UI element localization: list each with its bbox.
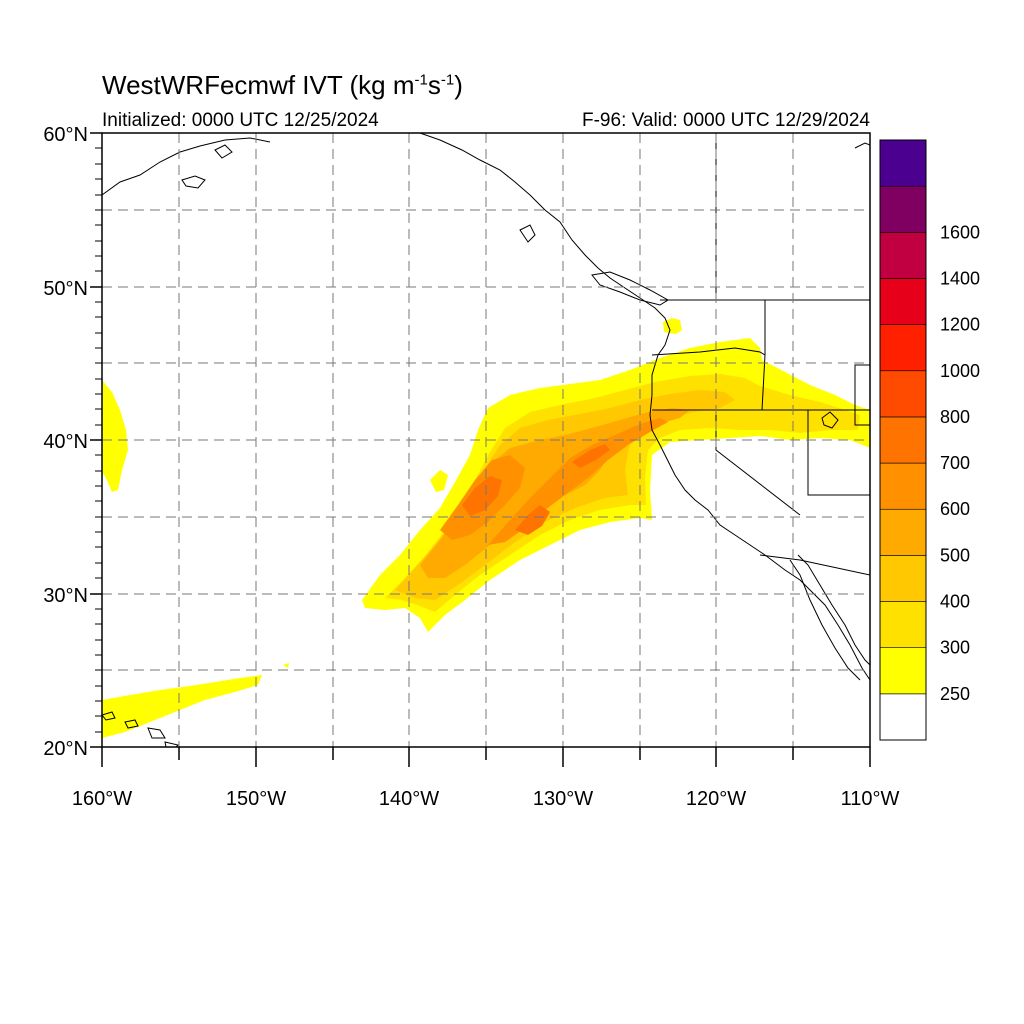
lon-labels: 160°W 150°W 140°W 130°W 120°W 110°W (72, 788, 900, 810)
colorbar-swatch (879, 232, 927, 279)
lat-labels: 60°N 50°N 40°N 30°N 20°N (43, 124, 88, 760)
baja-gulf-coast (789, 559, 861, 681)
hawaii-oahu (124, 719, 139, 729)
haida-gwaii (519, 224, 536, 243)
colorbar-label: 500 (940, 545, 970, 565)
hawaii-maui (147, 727, 166, 739)
lon-label-140: 140°W (379, 788, 439, 810)
lon-label-160: 160°W (72, 788, 132, 810)
hudson-bay-coast (854, 142, 870, 149)
colorbar-swatch (879, 601, 927, 648)
colorbar-label: 250 (940, 684, 970, 704)
colorbar-label: 600 (940, 499, 970, 519)
colorbar-frame (879, 139, 927, 741)
colorbar-label: 1600 (940, 222, 980, 242)
ivt-level-700 (462, 444, 610, 535)
colorbar-swatch (879, 139, 927, 187)
coastlines (102, 133, 870, 747)
hawaii-kauai (102, 711, 116, 721)
lon-label-150: 150°W (226, 788, 286, 810)
colorbar-label: 1000 (940, 361, 980, 381)
lon-label-120: 120°W (686, 788, 746, 810)
colorbar-swatch (879, 416, 927, 464)
nevada-utah-arizona-border (807, 410, 870, 496)
map-title: WestWRFecmwf IVT (kg m-1s-1) (102, 70, 463, 100)
colorbar-swatch (879, 370, 927, 418)
colorbar-swatch (879, 324, 927, 372)
colorbar-label: 1400 (940, 268, 980, 288)
hawaii-big-island (164, 741, 179, 747)
lon-label-130: 130°W (533, 788, 593, 810)
ivt-field (102, 318, 870, 738)
wyoming-border (854, 364, 870, 426)
init-time-label: Initialized: 0000 UTC 12/25/2024 (102, 110, 379, 131)
colorbar-label: 300 (940, 638, 970, 658)
colorbar: 250 300 400 500 600 700 800 1000 1200 1400 1600 (879, 139, 980, 741)
minor-ticks (95, 147, 102, 733)
colorbar-label: 700 (940, 453, 970, 473)
great-salt-lake (821, 411, 839, 429)
mexico-mainland-coast (797, 554, 870, 666)
alaska-peninsula-coast (102, 137, 271, 196)
colorbar-swatch (879, 185, 927, 233)
gridlines (102, 133, 870, 747)
colorbar-swatch (879, 462, 927, 510)
colorbar-swatch (879, 278, 927, 325)
lat-label-20: 20°N (43, 738, 88, 760)
colorbar-swatch (879, 647, 927, 695)
colorbar-swatch (879, 693, 927, 741)
lat-label-60: 60°N (43, 124, 88, 146)
lon-label-110: 110°W (841, 788, 900, 810)
lat-label-50: 50°N (43, 278, 88, 300)
major-ticks (90, 132, 871, 767)
colorbar-swatch (879, 508, 927, 556)
lat-label-40: 40°N (43, 431, 88, 453)
vancouver-island (591, 271, 669, 306)
us-mexico-border (759, 554, 870, 576)
colorbar-label: 400 (940, 592, 970, 612)
lat-label-30: 30°N (43, 585, 88, 607)
valid-time-label: F-96: Valid: 0000 UTC 12/29/2024 (582, 110, 870, 131)
pacific-coastline (419, 133, 870, 681)
colorbar-label: 800 (940, 407, 970, 427)
colorbar-swatch (879, 555, 927, 602)
kodiak-island (181, 175, 206, 189)
colorbar-label: 1200 (940, 315, 980, 335)
washington-oregon-border (651, 347, 766, 356)
island-shape (214, 144, 233, 159)
